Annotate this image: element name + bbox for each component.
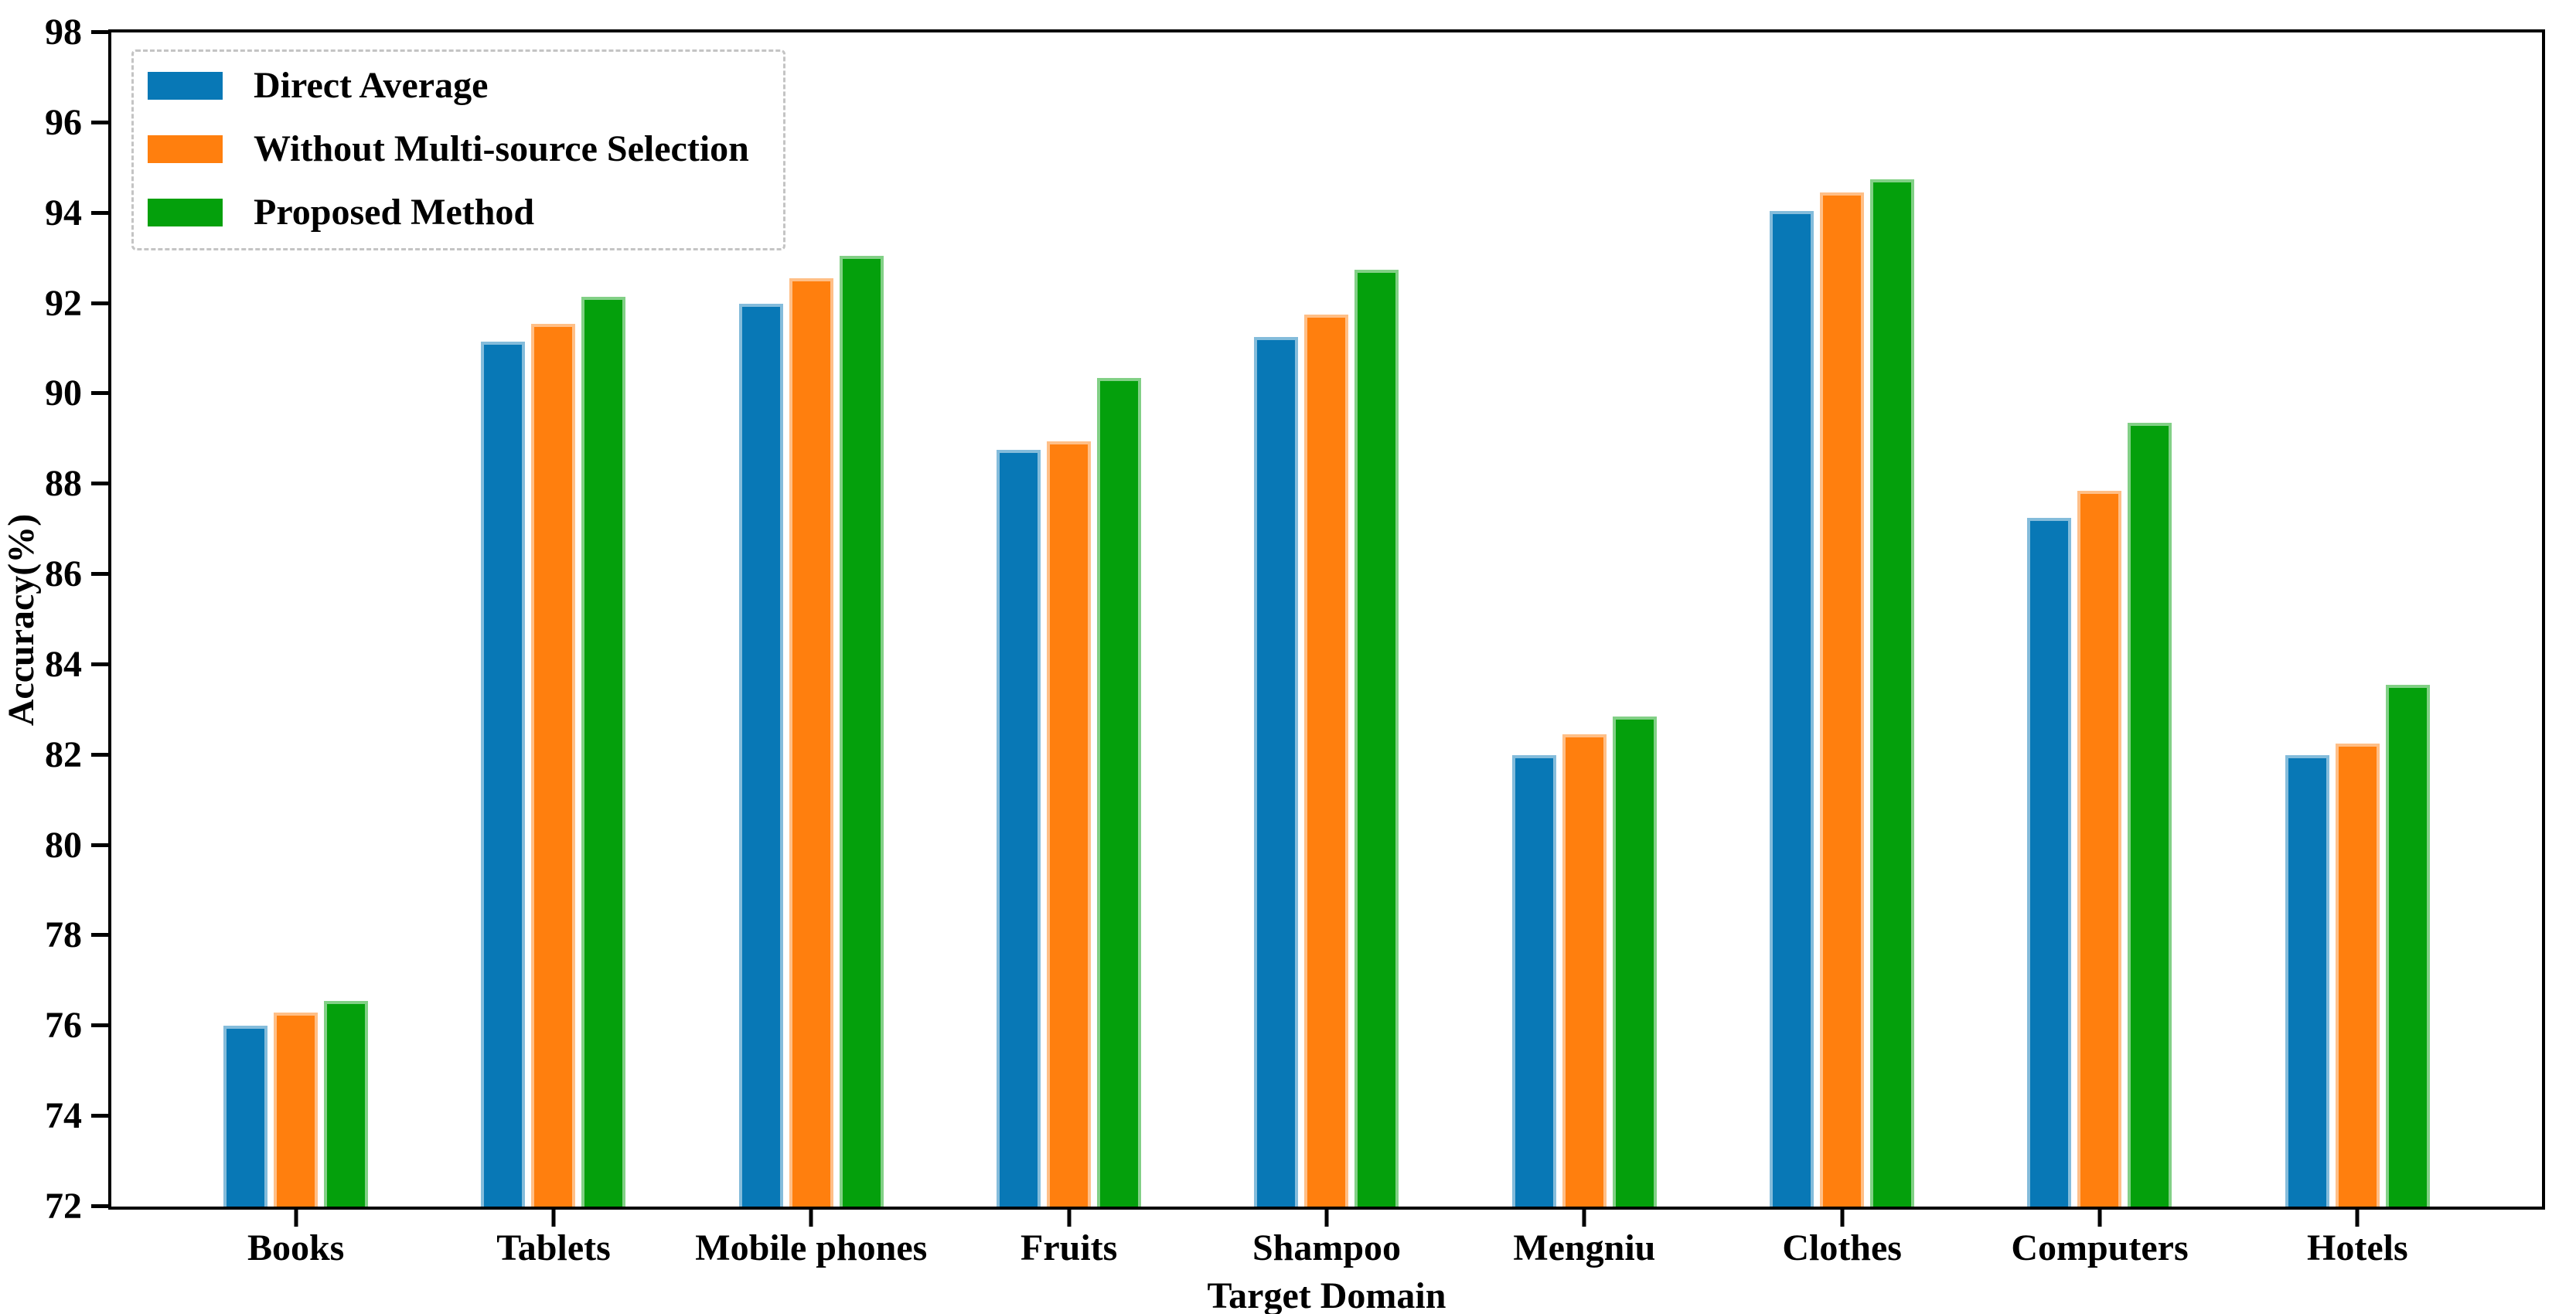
x-tick-mark bbox=[1582, 1210, 1586, 1227]
bar bbox=[1612, 717, 1657, 1207]
x-tick-mark bbox=[551, 1210, 556, 1227]
bar bbox=[2335, 744, 2380, 1207]
y-tick-label: 76 bbox=[45, 1005, 82, 1047]
y-tick-mark bbox=[91, 1204, 108, 1208]
y-tick-mark bbox=[91, 120, 108, 124]
legend-swatch bbox=[148, 199, 223, 226]
bar bbox=[997, 450, 1041, 1207]
bar-group bbox=[2229, 32, 2486, 1207]
y-tick-mark bbox=[91, 30, 108, 34]
category-label: Clothes bbox=[1782, 1227, 1902, 1268]
y-tick-label: 92 bbox=[45, 282, 82, 324]
bar bbox=[1354, 269, 1399, 1207]
bar bbox=[789, 278, 833, 1207]
bar bbox=[1562, 734, 1607, 1207]
bar bbox=[738, 303, 783, 1207]
bar-group bbox=[683, 32, 940, 1207]
y-tick-mark bbox=[91, 391, 108, 396]
bar bbox=[274, 1012, 319, 1207]
bar-group bbox=[424, 32, 682, 1207]
legend-label: Direct Average bbox=[254, 65, 489, 106]
bar bbox=[1870, 179, 1915, 1207]
legend-label: Without Multi-source Selection bbox=[254, 128, 749, 169]
y-tick-label: 86 bbox=[45, 553, 82, 595]
category-label: Mengniu bbox=[1513, 1227, 1656, 1268]
legend-swatch bbox=[148, 72, 223, 100]
category-label: Shampoo bbox=[1252, 1227, 1402, 1268]
x-tick-mark bbox=[1324, 1210, 1329, 1227]
legend: Direct Average Without Multi-source Selec… bbox=[131, 49, 785, 250]
bar-group bbox=[1971, 32, 2228, 1207]
bar bbox=[1254, 337, 1299, 1207]
category-label: Mobile phones bbox=[695, 1227, 928, 1268]
bar bbox=[1304, 315, 1349, 1207]
bar bbox=[481, 342, 526, 1207]
category-label: Computers bbox=[2011, 1227, 2189, 1268]
bar bbox=[1770, 210, 1814, 1207]
bar bbox=[1097, 377, 1142, 1207]
bar bbox=[223, 1026, 268, 1207]
legend-row: Proposed Method bbox=[148, 194, 749, 231]
y-tick-mark bbox=[91, 843, 108, 847]
legend-label: Proposed Method bbox=[254, 192, 535, 233]
y-axis-title: Accuracy(%) bbox=[1, 513, 42, 726]
x-axis-title: Target Domain bbox=[1207, 1275, 1446, 1314]
x-tick-mark bbox=[2097, 1210, 2102, 1227]
bar bbox=[324, 1001, 369, 1207]
bars-container bbox=[111, 32, 2542, 1207]
bar-group bbox=[1713, 32, 1971, 1207]
y-tick-mark bbox=[91, 210, 108, 215]
y-tick-label: 96 bbox=[45, 101, 82, 143]
y-tick-mark bbox=[91, 301, 108, 305]
bar-group bbox=[167, 32, 424, 1207]
y-tick-mark bbox=[91, 933, 108, 938]
category-label: Fruits bbox=[1020, 1227, 1118, 1268]
y-tick-mark bbox=[91, 1023, 108, 1028]
bar bbox=[2385, 685, 2430, 1207]
bar bbox=[2128, 423, 2172, 1207]
bar bbox=[1047, 441, 1092, 1207]
y-tick-mark bbox=[91, 572, 108, 577]
bar bbox=[2285, 754, 2329, 1207]
legend-row: Without Multi-source Selection bbox=[148, 131, 749, 168]
x-tick-mark bbox=[2355, 1210, 2360, 1227]
bar bbox=[581, 296, 626, 1207]
y-tick-mark bbox=[91, 1114, 108, 1118]
y-tick-label: 90 bbox=[45, 373, 82, 414]
plot-area: Accuracy(%) Target Domain 72 74 76 78 80 82 84… bbox=[1, 14, 2545, 1314]
x-tick-mark bbox=[294, 1210, 298, 1227]
bar-group bbox=[940, 32, 1198, 1207]
y-tick-mark bbox=[91, 752, 108, 757]
y-tick-label: 94 bbox=[45, 192, 82, 233]
x-tick-mark bbox=[1840, 1210, 1845, 1227]
y-tick-mark bbox=[91, 662, 108, 666]
legend-swatch bbox=[148, 135, 223, 163]
bar bbox=[1511, 754, 1556, 1207]
bar-group bbox=[1198, 32, 1455, 1207]
y-tick-label: 74 bbox=[45, 1095, 82, 1137]
category-label: Books bbox=[247, 1227, 345, 1268]
x-tick-mark bbox=[1067, 1210, 1072, 1227]
y-tick-label: 82 bbox=[45, 734, 82, 775]
bar bbox=[1820, 192, 1865, 1207]
y-tick-mark bbox=[91, 482, 108, 486]
bar bbox=[531, 323, 576, 1207]
legend-row: Direct Average bbox=[148, 67, 749, 104]
category-label: Tablets bbox=[496, 1227, 611, 1268]
y-tick-label: 78 bbox=[45, 914, 82, 956]
x-tick-mark bbox=[809, 1210, 813, 1227]
y-tick-label: 80 bbox=[45, 824, 82, 866]
category-label: Hotels bbox=[2307, 1227, 2408, 1268]
bar bbox=[839, 256, 884, 1207]
y-tick-label: 98 bbox=[45, 12, 82, 53]
bar-group bbox=[1456, 32, 1713, 1207]
bar bbox=[2027, 518, 2072, 1207]
y-tick-label: 84 bbox=[45, 643, 82, 685]
y-tick-label: 72 bbox=[45, 1186, 82, 1227]
bar bbox=[2077, 491, 2122, 1207]
y-tick-label: 88 bbox=[45, 463, 82, 505]
